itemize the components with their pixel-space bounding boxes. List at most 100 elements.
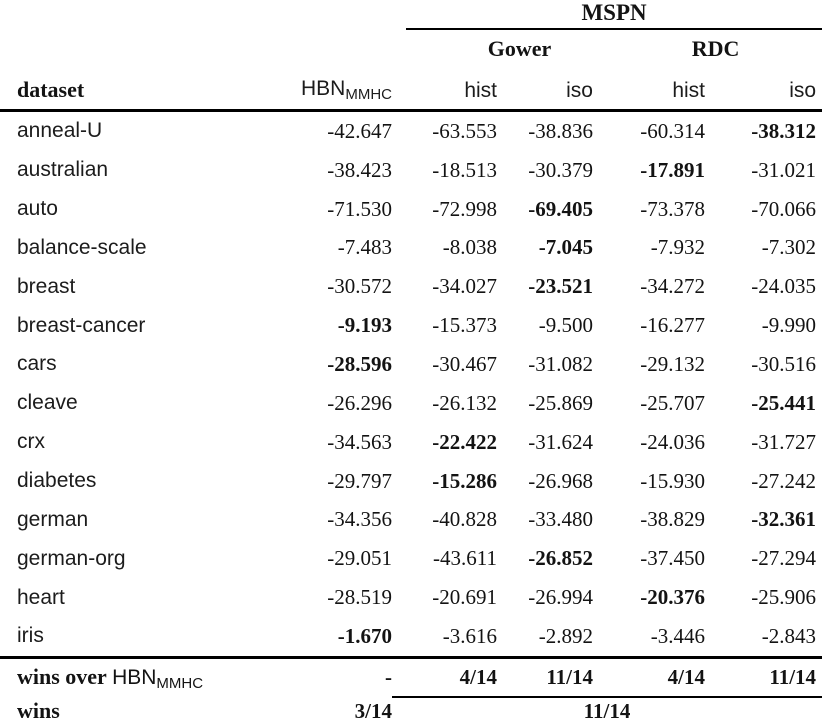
- wins-row: wins 3/14 11/14: [0, 697, 822, 718]
- table-row: heart -28.519 -20.691 -26.994 -20.376 -2…: [0, 578, 822, 617]
- dataset-name: breast: [17, 274, 76, 298]
- score-cell: -7.932: [650, 235, 705, 260]
- wins-over-rdc-iso: 11/14: [705, 655, 822, 698]
- score-cell: -26.968: [528, 468, 593, 493]
- group-header-spacer: [0, 0, 392, 30]
- score-cell: -72.998: [432, 196, 497, 221]
- table-row: cleave -26.296 -26.132 -25.869 -25.707 -…: [0, 384, 822, 423]
- score-cell: -3.446: [650, 623, 705, 648]
- table-row: crx -34.563 -22.422 -31.624 -24.036 -31.…: [0, 423, 822, 462]
- score-cell: -23.521: [528, 274, 593, 299]
- mspn-group-header: MSPN: [392, 0, 822, 30]
- score-cell: -31.727: [751, 429, 817, 454]
- wins-mspn-value: 11/14: [583, 699, 631, 718]
- column-header-row: dataset HBNMMHC hist iso hist iso: [0, 65, 822, 112]
- wins-over-gower-hist: 4/14: [392, 655, 497, 698]
- score-cell: -31.082: [528, 351, 593, 376]
- score-cell: -26.132: [432, 390, 497, 415]
- score-cell: -2.892: [538, 623, 593, 648]
- score-cell: -25.441: [751, 390, 817, 415]
- score-cell: -26.296: [327, 390, 392, 415]
- wins-over-hbn-sub: MMHC: [156, 674, 204, 692]
- table-row: cars -28.596 -30.467 -31.082 -29.132 -30…: [0, 345, 822, 384]
- score-cell: -71.530: [327, 196, 392, 221]
- wins-over-hbn: HBNMMHC: [112, 666, 204, 692]
- hbn-subscript-label: MMHC: [345, 86, 392, 103]
- wins-label-cell: wins: [0, 697, 240, 718]
- score-cell: -29.797: [327, 468, 392, 493]
- score-cell: -38.829: [640, 507, 705, 532]
- score-cell: -20.691: [432, 585, 497, 610]
- group-header-row: MSPN: [0, 0, 822, 30]
- score-cell: -2.843: [761, 623, 817, 648]
- gower-hist-column-header: hist: [392, 65, 497, 112]
- score-cell: -38.836: [528, 118, 593, 143]
- score-cell: -9.193: [337, 313, 392, 338]
- gower-subgroup-header: Gower: [392, 30, 593, 65]
- score-cell: -28.596: [327, 351, 392, 376]
- dataset-name: australian: [17, 158, 109, 182]
- table-row: diabetes -29.797 -15.286 -26.968 -15.930…: [0, 462, 822, 501]
- score-cell: -34.563: [327, 429, 392, 454]
- dataset-name: breast-cancer: [17, 313, 146, 337]
- rdc-hist-column-header: hist: [593, 65, 705, 112]
- dataset-column-header: dataset: [0, 65, 240, 112]
- score-cell: -34.356: [327, 507, 392, 532]
- score-cell: -30.467: [432, 351, 497, 376]
- score-cell: -25.906: [751, 585, 817, 610]
- subgroup-spacer: [0, 30, 392, 65]
- score-cell: -15.930: [640, 468, 705, 493]
- score-cell: -7.483: [337, 235, 392, 260]
- table-row: breast-cancer -9.193 -15.373 -9.500 -16.…: [0, 306, 822, 345]
- score-cell: -28.519: [327, 585, 392, 610]
- score-cell: -69.405: [528, 196, 593, 221]
- score-cell: -30.572: [327, 274, 392, 299]
- score-cell: -8.038: [442, 235, 497, 260]
- table-body: anneal-U -42.647 -63.553 -38.836 -60.314…: [0, 111, 822, 658]
- score-cell: -3.616: [442, 623, 497, 648]
- dataset-name: cars: [17, 352, 57, 376]
- score-cell: -29.132: [640, 351, 705, 376]
- dataset-name: anneal-U: [17, 119, 103, 143]
- score-cell: -60.314: [640, 118, 705, 143]
- rdc-iso-column-header: iso: [705, 65, 822, 112]
- table-row: auto -71.530 -72.998 -69.405 -73.378 -70…: [0, 190, 822, 229]
- score-cell: -27.294: [751, 546, 817, 571]
- wins-over-row: wins over HBNMMHC - 4/14 11/14 4/14 11/1…: [0, 655, 822, 698]
- dataset-name: heart: [17, 585, 65, 609]
- dataset-name: auto: [17, 197, 58, 221]
- score-cell: -63.553: [432, 118, 497, 143]
- score-cell: -31.021: [751, 157, 817, 182]
- score-cell: -24.036: [640, 429, 705, 454]
- score-cell: -7.302: [761, 235, 817, 260]
- table-row: iris -1.670 -3.616 -2.892 -3.446 -2.843: [0, 617, 822, 657]
- score-cell: -31.624: [528, 429, 593, 454]
- dataset-name: balance-scale: [17, 235, 147, 259]
- score-cell: -26.994: [528, 585, 593, 610]
- dataset-name: german-org: [17, 546, 126, 570]
- score-cell: -43.611: [433, 546, 497, 571]
- dataset-name: iris: [17, 624, 44, 648]
- score-cell: -20.376: [640, 585, 705, 610]
- score-cell: -73.378: [640, 196, 705, 221]
- rdc-subgroup-header: RDC: [593, 30, 822, 65]
- score-cell: -34.027: [432, 274, 497, 299]
- score-cell: -33.480: [528, 507, 593, 532]
- score-cell: -15.373: [432, 313, 497, 338]
- hbn-base-label: HBN: [301, 77, 346, 100]
- score-cell: -26.852: [528, 546, 593, 571]
- rdc-label: RDC: [691, 36, 740, 61]
- table-row: german -34.356 -40.828 -33.480 -38.829 -…: [0, 500, 822, 539]
- dataset-name: crx: [17, 430, 45, 454]
- table-row: australian -38.423 -18.513 -30.379 -17.8…: [0, 151, 822, 190]
- dataset-name: german: [17, 507, 89, 531]
- dataset-name: diabetes: [17, 469, 97, 493]
- wins-over-gower-iso: 11/14: [497, 655, 593, 698]
- score-cell: -15.286: [432, 468, 497, 493]
- gower-iso-column-header: iso: [497, 65, 593, 112]
- gower-label: Gower: [487, 36, 552, 61]
- hbn-column-header: HBNMMHC: [240, 65, 392, 112]
- score-cell: -7.045: [538, 235, 593, 260]
- dataset-name: cleave: [17, 391, 78, 415]
